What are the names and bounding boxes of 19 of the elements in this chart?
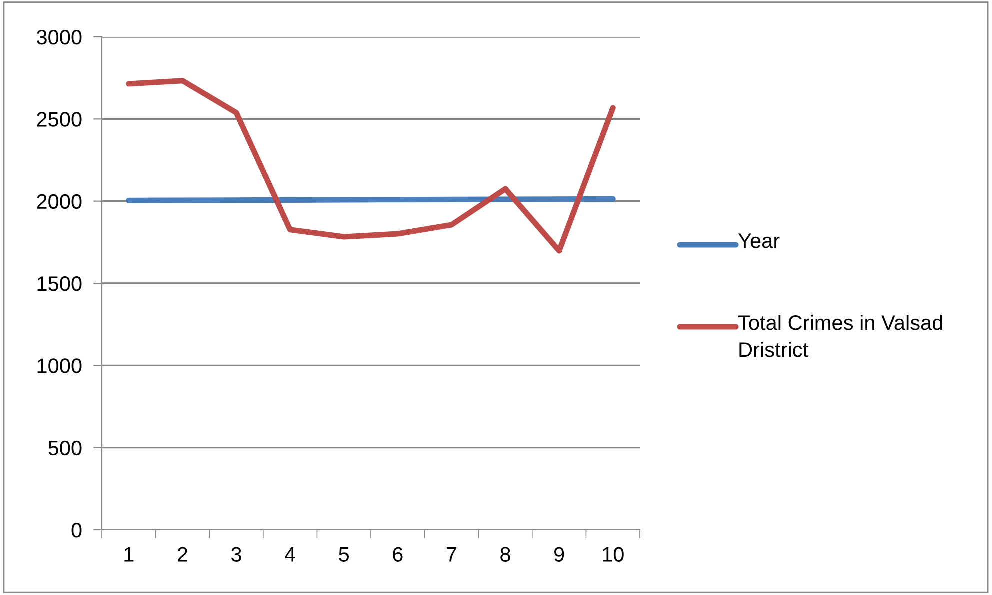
legend-label: Year <box>738 234 780 248</box>
x-tick-label: 4 <box>284 547 296 562</box>
x-tick-label: 3 <box>232 547 242 562</box>
y-tick-label: 2000 <box>37 194 82 210</box>
x-tick-label: 1 <box>124 547 134 562</box>
x-tick-label: 5 <box>339 547 350 562</box>
x-tick-label: 8 <box>500 547 510 562</box>
y-tick-label: 500 <box>48 440 82 456</box>
x-tick-label: 10 <box>603 547 624 562</box>
y-tick-label: 0 <box>72 523 82 538</box>
y-tick-label: 1500 <box>38 276 82 292</box>
x-tick-label: 7 <box>446 547 456 562</box>
y-tick-label: 1000 <box>38 358 82 374</box>
x-tick-label: 2 <box>178 547 188 562</box>
x-tick-label: 6 <box>393 547 403 562</box>
y-tick-label: 2500 <box>37 112 82 127</box>
x-tick-label: 9 <box>554 547 564 562</box>
legend-label: Total Crimes in Valsad Dristrict <box>738 315 942 358</box>
y-tick-label: 3000 <box>37 30 82 45</box>
